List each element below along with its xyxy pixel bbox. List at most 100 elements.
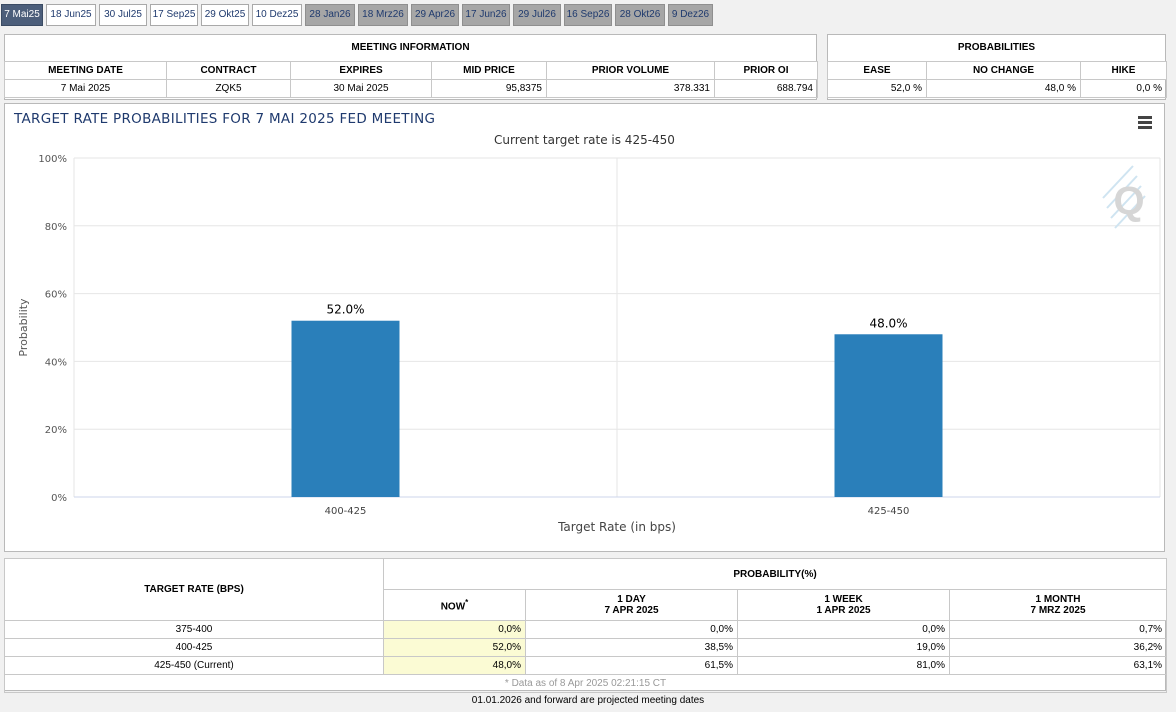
probabilities-table: EASE NO CHANGE HIKE 52,0 % 48,0 % 0,0 % xyxy=(827,61,1167,98)
meeting-information-heading: MEETING INFORMATION xyxy=(351,42,470,53)
bar-425-450 xyxy=(834,334,943,497)
header-meeting-date: MEETING DATE xyxy=(4,61,167,80)
header-1-week: 1 WEEK 1 APR 2025 xyxy=(737,589,950,621)
table-row: 375-400 0,0% 0,0% 0,0% 0,7% xyxy=(4,620,1168,639)
y-tick-label: 80% xyxy=(45,222,67,233)
header-prior-oi: PRIOR OI xyxy=(714,61,818,80)
probabilities-value-row: 52,0 % 48,0 % 0,0 % xyxy=(827,79,1167,98)
y-tick-label: 40% xyxy=(45,357,67,368)
chart-panel: 0% 20% 40% 60% 80% 100% 52.0% 400-425 48.0% 425-4… xyxy=(4,103,1165,552)
prior-oi-value: 688.794 xyxy=(714,79,818,98)
tab-9-dez26[interactable]: 9 Dez26 xyxy=(668,4,713,26)
header-expires: EXPIRES xyxy=(290,61,432,80)
chart-menu-icon[interactable] xyxy=(1138,116,1152,129)
row-1-day: 61,5% xyxy=(525,656,738,675)
header-mid-price: MID PRICE xyxy=(431,61,547,80)
header-now-label: NOW xyxy=(440,601,466,613)
tab-18-jun25[interactable]: 18 Jun25 xyxy=(46,4,96,26)
mid-price-value: 95,8375 xyxy=(431,79,547,98)
data-note: * Data as of 8 Apr 2025 02:21:15 CT xyxy=(3,674,1168,693)
row-1-month: 0,7% xyxy=(948,620,1168,639)
header-probability: PROBABILITY(%) xyxy=(382,558,1168,590)
row-rate: 375-400 xyxy=(4,620,384,639)
row-1-week: 19,0% xyxy=(737,638,950,657)
tab-30-jul25[interactable]: 30 Jul25 xyxy=(99,4,147,26)
row-now: 52,0% xyxy=(383,638,526,657)
header-1-day-line2: 7 APR 2025 xyxy=(604,605,659,616)
x-tick-label: 425-450 xyxy=(868,506,910,517)
chart-subtitle: Current target rate is 425-450 xyxy=(494,133,675,147)
bar-chart: 0% 20% 40% 60% 80% 100% 52.0% 400-425 48.0% 425-4… xyxy=(17,154,1161,534)
expires-value: 30 Mai 2025 xyxy=(290,79,432,98)
svg-text:Q: Q xyxy=(1113,179,1144,223)
probabilities-heading: PROBABILITIES xyxy=(957,42,1036,53)
probability-group-header-row: TARGET RATE (BPS) PROBABILITY(%) xyxy=(4,558,1168,621)
row-rate: 400-425 xyxy=(4,638,384,657)
row-1-day: 38,5% xyxy=(525,638,738,657)
table-row: 400-425 52,0% 38,5% 19,0% 36,2% xyxy=(4,638,1168,657)
probability-table: TARGET RATE (BPS) PROBABILITY(%) NOW* 1 … xyxy=(3,558,1168,693)
header-no-change: NO CHANGE xyxy=(926,61,1081,80)
tab-29-okt25[interactable]: 29 Okt25 xyxy=(201,4,249,26)
header-1-month-line1: 1 MONTH xyxy=(1035,594,1081,605)
probability-table-panel: TARGET RATE (BPS) PROBABILITY(%) NOW* 1 … xyxy=(3,558,1168,693)
ease-value: 52,0 % xyxy=(827,79,927,98)
row-1-week: 0,0% xyxy=(737,620,950,639)
table-row: 425-450 (Current) 48,0% 61,5% 81,0% 63,1… xyxy=(4,656,1168,675)
tab-7-mai25[interactable]: 7 Mai25 xyxy=(1,4,43,26)
x-axis-title: Target Rate (in bps) xyxy=(557,520,676,534)
no-change-value: 48,0 % xyxy=(926,79,1081,98)
row-now: 0,0% xyxy=(383,620,526,639)
tab-17-sep25[interactable]: 17 Sep25 xyxy=(150,4,198,26)
header-1-week-line1: 1 WEEK xyxy=(824,594,863,605)
row-1-month: 63,1% xyxy=(948,656,1168,675)
header-1-day: 1 DAY 7 APR 2025 xyxy=(525,589,738,621)
tab-18-mrz26[interactable]: 18 Mrz26 xyxy=(358,4,408,26)
y-tick-label: 0% xyxy=(51,493,67,504)
tab-28-okt26[interactable]: 28 Okt26 xyxy=(615,4,665,26)
meeting-information-value-row: 7 Mai 2025 ZQK5 30 Mai 2025 95,8375 378.… xyxy=(4,79,818,98)
header-hike: HIKE xyxy=(1080,61,1167,80)
contract-value: ZQK5 xyxy=(166,79,291,98)
header-now-marker: * xyxy=(465,597,469,607)
row-1-month: 36,2% xyxy=(948,638,1168,657)
row-1-week: 81,0% xyxy=(737,656,950,675)
watermark-logo: Q xyxy=(1102,165,1146,229)
tab-16-sep26[interactable]: 16 Sep26 xyxy=(564,4,612,26)
tab-29-apr26[interactable]: 29 Apr26 xyxy=(411,4,459,26)
data-note-row: * Data as of 8 Apr 2025 02:21:15 CT xyxy=(3,674,1168,693)
meeting-information-table: MEETING DATE CONTRACT EXPIRES MID PRICE … xyxy=(4,61,818,98)
probabilities-panel: PROBABILITIES EASE NO CHANGE HIKE 52,0 %… xyxy=(827,34,1167,100)
header-target-rate: TARGET RATE (BPS) xyxy=(4,558,384,621)
tab-28-jan26[interactable]: 28 Jan26 xyxy=(305,4,355,26)
row-now: 48,0% xyxy=(383,656,526,675)
header-1-month: 1 MONTH 7 MRZ 2025 xyxy=(948,589,1168,621)
tab-10-dez25[interactable]: 10 Dez25 xyxy=(252,4,302,26)
row-1-day: 0,0% xyxy=(525,620,738,639)
header-prior-volume: PRIOR VOLUME xyxy=(546,61,715,80)
chart-title: TARGET RATE PROBABILITIES FOR 7 MAI 2025… xyxy=(14,111,436,127)
y-axis-title: Probability xyxy=(17,298,30,357)
bar-400-425 xyxy=(291,320,400,497)
x-tick-label: 400-425 xyxy=(325,506,367,517)
header-1-day-line1: 1 DAY xyxy=(617,594,646,605)
tab-17-jun26[interactable]: 17 Jun26 xyxy=(462,4,510,26)
hike-value: 0,0 % xyxy=(1080,79,1167,98)
projected-dates-note: 01.01.2026 and forward are projected mee… xyxy=(471,695,705,706)
probabilities-header-row: EASE NO CHANGE HIKE xyxy=(827,61,1167,80)
header-1-month-line2: 7 MRZ 2025 xyxy=(1030,605,1086,616)
header-ease: EASE xyxy=(827,61,927,80)
meeting-information-header-row: MEETING DATE CONTRACT EXPIRES MID PRICE … xyxy=(4,61,818,80)
row-rate: 425-450 (Current) xyxy=(4,656,384,675)
meeting-date-value: 7 Mai 2025 xyxy=(4,79,167,98)
y-tick-label: 60% xyxy=(45,290,67,301)
header-1-week-line2: 1 APR 2025 xyxy=(816,605,871,616)
meeting-information-panel: MEETING INFORMATION MEETING DATE CONTRAC… xyxy=(4,34,818,100)
header-now: NOW* xyxy=(383,589,526,621)
bar-data-label: 52.0% xyxy=(326,303,364,317)
bar-data-label: 48.0% xyxy=(869,316,907,330)
header-contract: CONTRACT xyxy=(166,61,291,80)
y-tick-label: 20% xyxy=(45,425,67,436)
y-tick-label: 100% xyxy=(38,154,67,165)
tab-29-jul26[interactable]: 29 Jul26 xyxy=(513,4,561,26)
